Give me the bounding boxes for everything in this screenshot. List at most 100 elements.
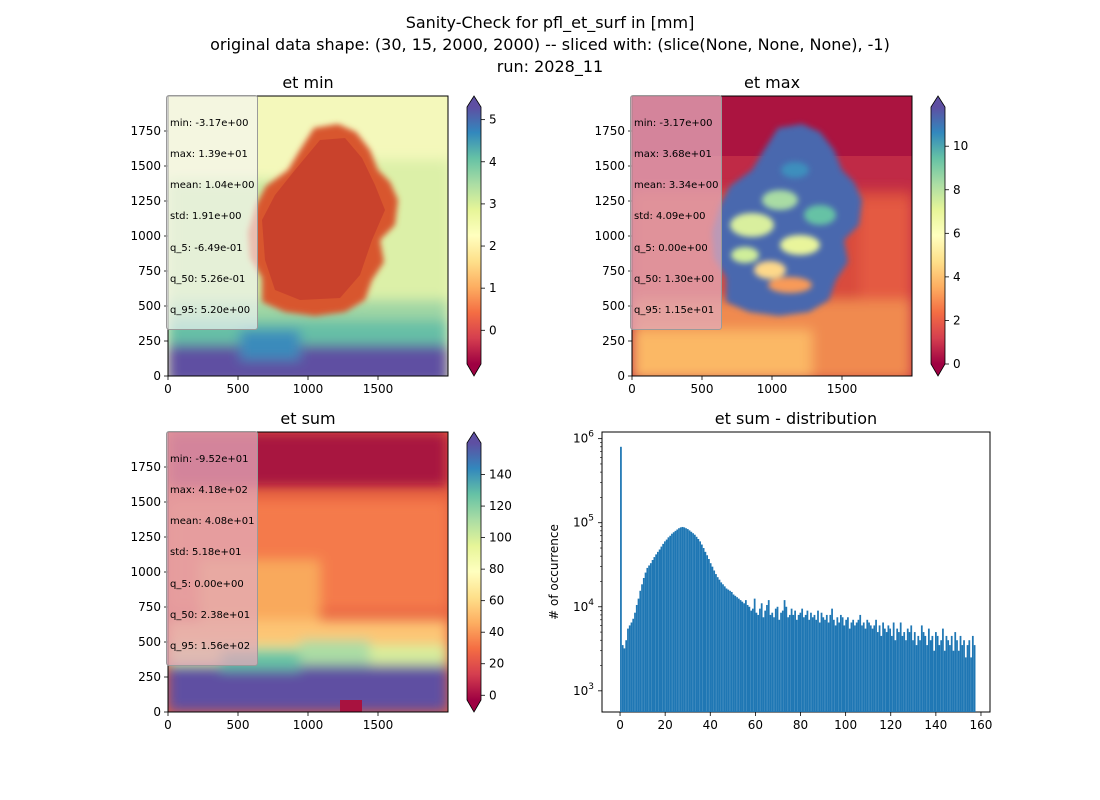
histogram-bar: [966, 645, 969, 712]
histogram-bar: [688, 530, 691, 712]
histogram-bar: [788, 614, 791, 712]
histogram-bar: [621, 645, 624, 712]
histogram-bar: [825, 614, 828, 712]
histogram-bar: [949, 645, 951, 712]
histogram-bar: [748, 606, 751, 712]
histogram-bar: [753, 598, 756, 712]
histogram-bar: [869, 625, 872, 712]
histogram-bar: [908, 632, 911, 712]
histogram-bar: [737, 598, 740, 712]
histogram-bar: [920, 625, 923, 712]
histogram-bar: [924, 635, 927, 712]
histogram-bar: [839, 614, 842, 712]
histogram-bar: [632, 618, 635, 712]
histogram-bar: [716, 577, 719, 712]
y-tick-label: 750: [138, 600, 161, 614]
x-tick-label: 60: [748, 718, 763, 732]
y-tick-label: 103: [573, 682, 594, 698]
colorbar-tick-label: 10: [953, 139, 968, 153]
histogram-bar: [678, 528, 680, 712]
histogram-bar: [838, 622, 840, 712]
y-tick-label: 750: [602, 264, 625, 278]
histogram-bar: [876, 632, 879, 712]
histogram-bar: [850, 622, 853, 712]
y-tick-label: 750: [138, 264, 161, 278]
colorbar-tick-label: 1: [489, 281, 497, 295]
histogram-bar: [634, 612, 636, 712]
histogram-bar: [804, 614, 807, 712]
histogram-bar: [729, 590, 731, 712]
histogram-bar: [642, 577, 645, 712]
colorbar-et-max: [930, 95, 946, 377]
histogram-bar: [730, 591, 733, 712]
histogram-bar: [971, 635, 974, 712]
stats-box-et-max: min: -3.17e+00 max: 3.68e+01 mean: 3.34e…: [630, 95, 723, 330]
y-tick-label: 1000: [594, 229, 625, 243]
histogram-bar: [676, 529, 679, 712]
histogram-bar: [896, 628, 899, 712]
histogram-bar: [637, 598, 640, 712]
histogram-bar: [954, 632, 957, 712]
histogram-bar: [808, 619, 811, 712]
histogram-bar: [713, 570, 716, 712]
histogram-bar: [813, 614, 816, 712]
colorbar-tick-label: 40: [489, 625, 504, 639]
histogram-bar: [780, 612, 782, 712]
histogram-bar: [834, 625, 837, 712]
histogram-bar: [787, 617, 789, 712]
histogram-bar: [891, 635, 893, 712]
colorbar-et-sum: [466, 431, 482, 713]
histogram-bars: [620, 446, 976, 712]
stat-std: std: 5.18e+01: [170, 547, 242, 559]
histogram-bar: [706, 555, 709, 712]
colorbar-tick-label: 8: [953, 183, 961, 197]
histogram-bar: [628, 625, 631, 712]
histogram-bar: [822, 617, 825, 712]
histogram-bar: [660, 546, 663, 712]
histogram-bar: [690, 531, 693, 712]
histogram-bar: [943, 650, 946, 712]
histogram-bar: [910, 625, 913, 712]
histogram-bar: [778, 619, 781, 712]
histogram-bar: [646, 567, 649, 712]
histogram-bar: [931, 635, 934, 712]
histogram-bar: [894, 640, 897, 712]
histogram-bar: [927, 628, 930, 712]
histogram-bar: [683, 527, 686, 712]
histogram-bar: [708, 559, 710, 712]
y-tick-label: 1250: [130, 194, 161, 208]
stat-max: max: 3.68e+01: [634, 149, 712, 161]
histogram-bar: [639, 590, 642, 712]
axes-title: et sum - distribution: [715, 409, 877, 428]
histogram-bar: [653, 557, 656, 712]
histogram-bar: [792, 614, 795, 712]
stat-q95: q_95: 5.20e+00: [170, 305, 251, 317]
histogram-bar: [832, 619, 835, 712]
histogram-bar: [854, 625, 856, 712]
x-tick-label: 20: [658, 718, 673, 732]
heatmap-et-min: [168, 96, 448, 376]
x-tick-label: 120: [879, 718, 902, 732]
histogram-bar: [771, 612, 774, 712]
stat-q5: q_5: 0.00e+00: [634, 242, 708, 254]
histogram-bar: [630, 622, 633, 712]
histogram-bar: [655, 554, 657, 712]
histogram-bar: [651, 560, 654, 712]
y-tick-label: 1750: [594, 124, 625, 138]
histogram-bar: [861, 625, 863, 712]
histogram-bar: [836, 617, 839, 712]
histogram-bar: [829, 614, 832, 712]
histogram-bar: [845, 619, 848, 712]
histogram-bar: [806, 610, 809, 712]
histogram-bar: [810, 612, 812, 712]
histogram-bar: [843, 625, 846, 712]
histogram-bar: [702, 548, 705, 712]
histogram-bar: [912, 640, 914, 712]
histogram-bar: [627, 628, 629, 712]
axes-title: et max: [744, 73, 800, 92]
histogram-bar: [950, 635, 953, 712]
x-tick-label: 1000: [293, 718, 324, 732]
colorbar-tick-label: 4: [489, 155, 497, 169]
histogram-bar: [882, 622, 884, 712]
